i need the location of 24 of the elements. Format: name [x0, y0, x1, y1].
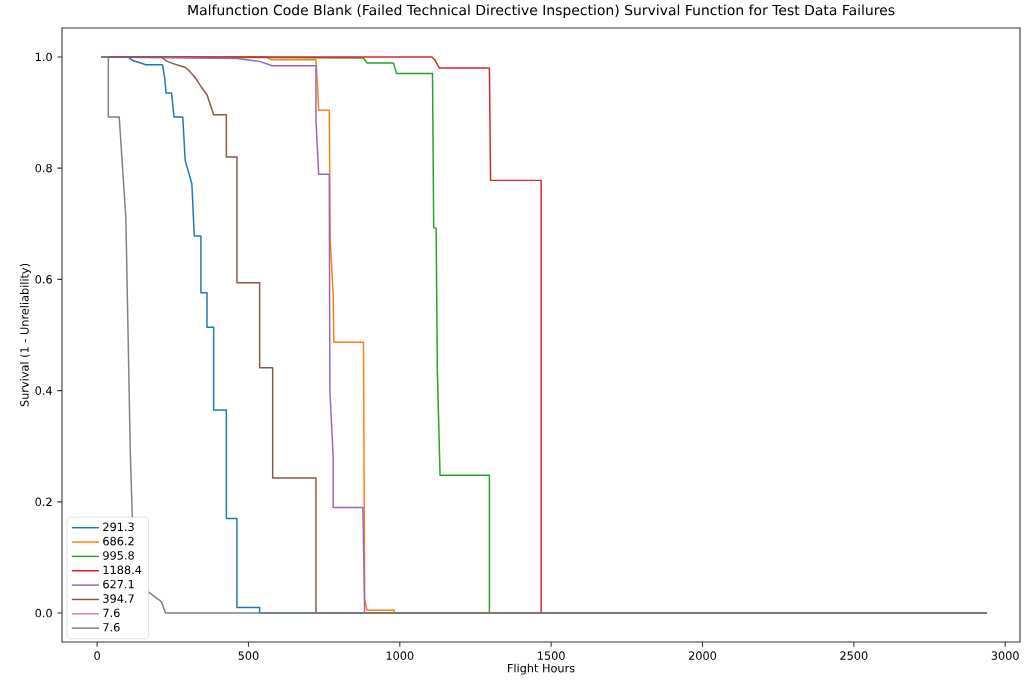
legend-label: 1188.4 [103, 565, 142, 575]
y-tick-label: 0.2 [35, 497, 52, 507]
y-axis-title: Survival (1 - Unreliability) [19, 263, 31, 407]
y-tick-label: 0.0 [35, 608, 52, 618]
y-tick-label: 1.0 [35, 52, 52, 62]
y-tick-label: 0.4 [35, 386, 52, 395]
x-tick-label: 0 [94, 651, 100, 660]
x-tick-label: 2500 [840, 651, 868, 660]
x-tick-label: 1000 [386, 651, 414, 660]
legend-label: 291.3 [103, 522, 134, 532]
x-tick-label: 3000 [991, 651, 1019, 660]
x-tick-label: 2000 [688, 651, 717, 660]
y-tick-label: 0.6 [35, 275, 52, 284]
x-axis-title: Flight Hours [508, 663, 575, 675]
legend-label: 627.1 [103, 579, 134, 589]
x-tick-label: 1500 [538, 651, 565, 660]
y-tick-label: 0.8 [35, 163, 52, 173]
legend-label: 394.7 [103, 594, 134, 603]
legend-label: 7.6 [103, 622, 120, 632]
legend-label: 686.2 [103, 536, 134, 546]
x-tick-label: 500 [238, 651, 259, 660]
legend-label: 7.6 [103, 608, 120, 618]
chart-title: Malfunction Code Blank (Failed Technical Directive Inspection) Survival Function for Test Data Failures [188, 4, 895, 18]
legend-label: 995.8 [103, 551, 134, 560]
